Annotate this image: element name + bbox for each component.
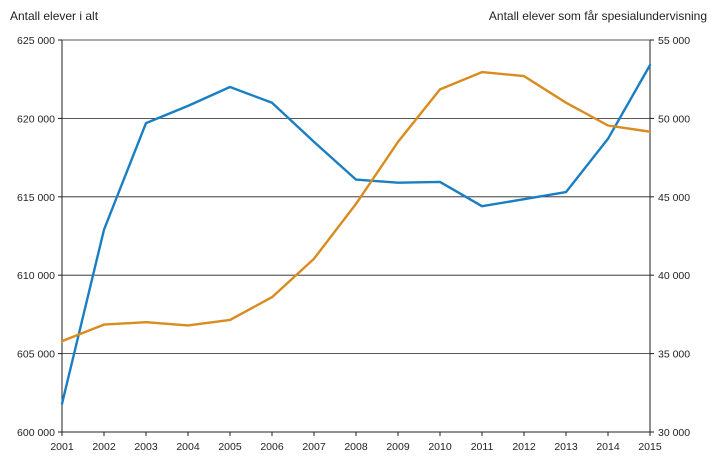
left-tick-labels: 600 000 605 000 610 000 615 000 620 000 625 0… <box>17 35 55 439</box>
right-tick-label: 40 000 <box>658 270 690 282</box>
series-lines <box>60 63 652 405</box>
x-tick-label: 2015 <box>638 441 662 453</box>
x-tick-label: 2013 <box>554 441 578 453</box>
x-tick-label: 2003 <box>134 441 158 453</box>
x-tick-label: 2010 <box>428 441 452 453</box>
right-tick-label: 35 000 <box>658 349 690 361</box>
x-tick-label: 2009 <box>386 441 410 453</box>
x-tick-label: 2005 <box>218 441 242 453</box>
x-tick-label: 2008 <box>344 441 368 453</box>
right-tick-label: 30 000 <box>658 427 690 439</box>
series-line-special-education <box>60 70 652 343</box>
right-tick-label: 50 000 <box>658 113 690 125</box>
x-tick-label: 2004 <box>176 441 200 453</box>
x-tick-labels: 2001 2002 2003 2004 2005 2006 2007 2008 2009 2010… <box>50 441 662 453</box>
x-tick-label: 2001 <box>50 441 74 453</box>
x-tick-label: 2007 <box>302 441 326 453</box>
left-tick-label: 600 000 <box>17 427 55 439</box>
x-tick-label: 2012 <box>512 441 536 453</box>
right-tick-label: 55 000 <box>658 35 690 47</box>
right-tick-label: 45 000 <box>658 192 690 204</box>
x-tick-label: 2002 <box>92 441 116 453</box>
series-line-total-pupils <box>60 63 652 405</box>
x-tick-label: 2006 <box>260 441 284 453</box>
left-tick-label: 620 000 <box>17 113 55 125</box>
left-axis-title: Antall elever i alt <box>10 9 99 23</box>
right-tick-labels: 30 000 35 000 40 000 45 000 50 000 55 000 <box>658 35 690 439</box>
axes <box>58 39 654 436</box>
x-tick-label: 2011 <box>471 441 494 453</box>
left-tick-label: 625 000 <box>17 35 55 47</box>
left-tick-label: 615 000 <box>17 192 55 204</box>
right-axis-title: Antall elever som får spesialundervisnin… <box>488 9 707 23</box>
x-tick-label: 2014 <box>596 441 620 453</box>
left-tick-label: 610 000 <box>17 270 55 282</box>
left-tick-label: 605 000 <box>17 349 55 361</box>
